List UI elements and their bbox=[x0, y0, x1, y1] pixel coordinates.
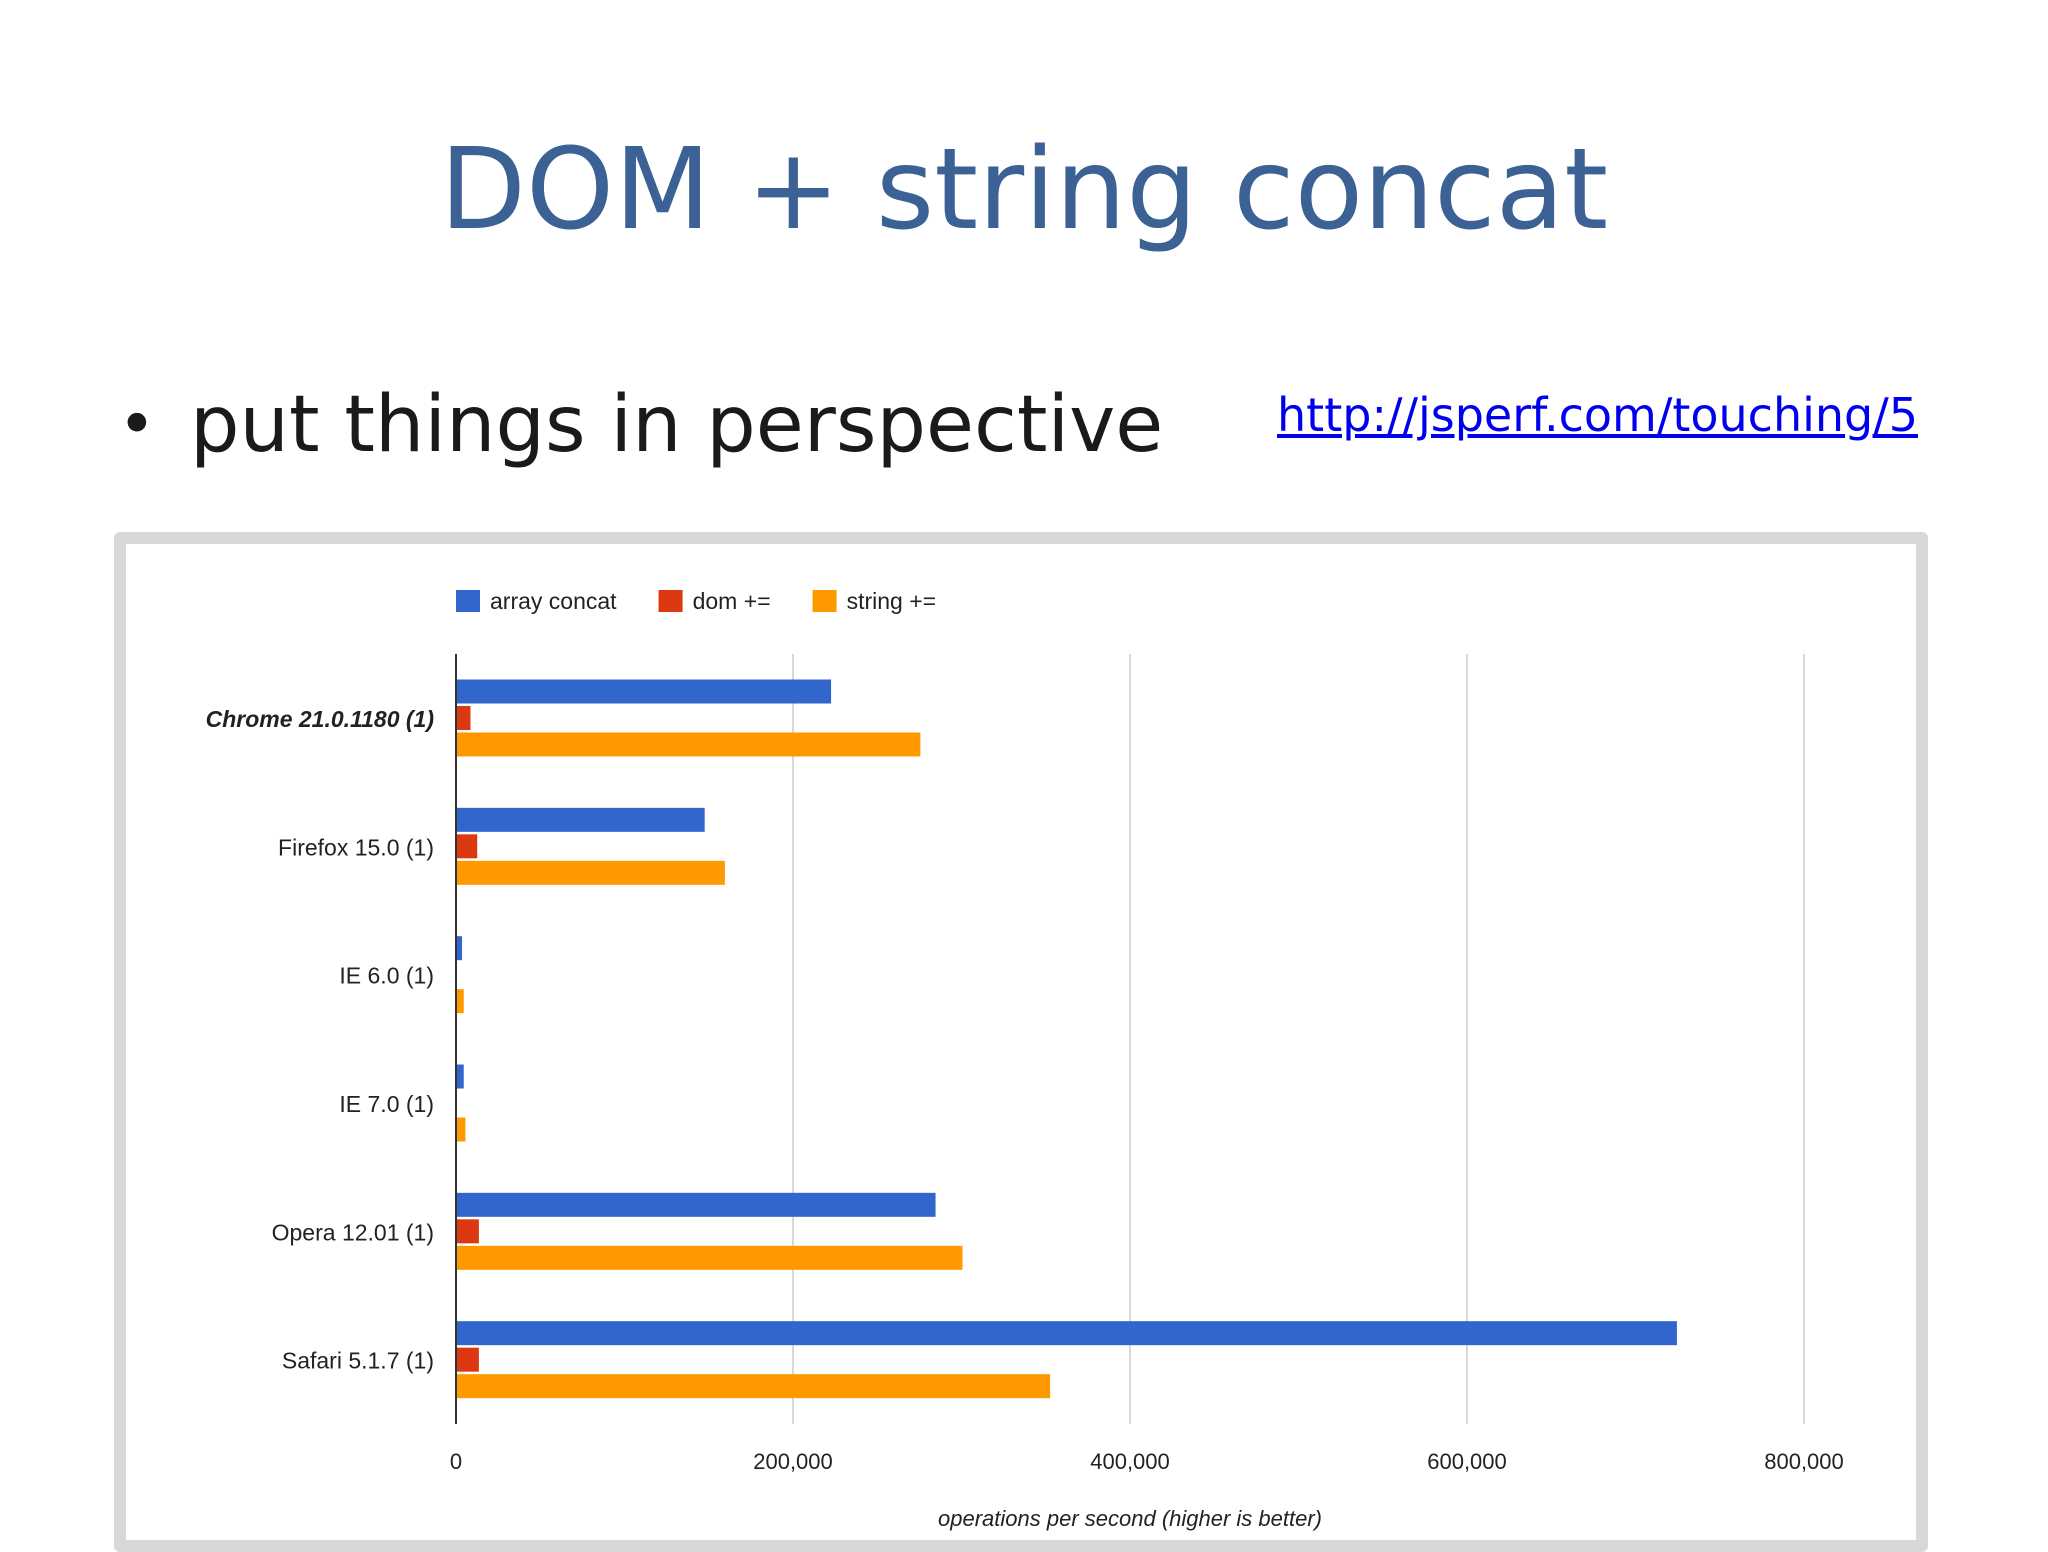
jsperf-link[interactable]: http://jsperf.com/touching/5 bbox=[1277, 388, 1918, 442]
category-label: Firefox 15.0 (1) bbox=[278, 834, 434, 860]
x-tick-label: 0 bbox=[450, 1449, 462, 1474]
x-tick-label: 800,000 bbox=[1764, 1449, 1844, 1474]
legend-swatch bbox=[812, 590, 837, 612]
bar-dom bbox=[457, 1347, 479, 1372]
slide-title: DOM + string concat bbox=[439, 125, 1609, 255]
bar-array-concat bbox=[457, 1064, 464, 1089]
bar-array-concat bbox=[457, 679, 832, 704]
x-tick-label: 400,000 bbox=[1090, 1449, 1170, 1474]
legend-label: string += bbox=[847, 588, 937, 614]
bar-array-concat bbox=[457, 1192, 936, 1217]
bar-string bbox=[457, 732, 921, 757]
bar-dom bbox=[457, 1219, 479, 1244]
bullet-text: put things in perspective bbox=[190, 380, 1164, 470]
bar-string bbox=[457, 1245, 963, 1270]
bar-dom bbox=[457, 834, 478, 859]
category-label: Chrome 21.0.1180 (1) bbox=[206, 706, 434, 732]
legend-swatch bbox=[456, 590, 480, 612]
chart-frame: 0 200,000 400,000 600,000 800,000 operations … bbox=[114, 532, 1928, 1552]
bar-array-concat bbox=[457, 1321, 1677, 1346]
bar-string bbox=[457, 1117, 466, 1142]
bar-dom bbox=[457, 706, 471, 730]
x-axis-title: operations per second (higher is better) bbox=[938, 1506, 1322, 1531]
category-label: IE 7.0 (1) bbox=[339, 1091, 434, 1117]
bullet-dot-icon: • bbox=[118, 388, 156, 462]
legend-label: dom += bbox=[693, 588, 771, 614]
category-label: IE 6.0 (1) bbox=[339, 963, 434, 989]
bar-string bbox=[457, 860, 725, 885]
bar-string bbox=[457, 989, 464, 1014]
x-tick-label: 600,000 bbox=[1427, 1449, 1507, 1474]
bullet-item: • put things in perspective bbox=[118, 370, 1163, 480]
bar-array-concat bbox=[457, 807, 705, 832]
category-label: Opera 12.01 (1) bbox=[272, 1219, 434, 1245]
bar-chart: 0 200,000 400,000 600,000 800,000 operations … bbox=[206, 588, 1844, 1531]
bar-string bbox=[457, 1374, 1051, 1399]
x-tick-label: 200,000 bbox=[753, 1449, 833, 1474]
bar-array-concat bbox=[457, 936, 463, 961]
category-label: Safari 5.1.7 (1) bbox=[282, 1348, 434, 1374]
legend-swatch bbox=[658, 590, 683, 612]
legend-label: array concat bbox=[490, 588, 617, 614]
